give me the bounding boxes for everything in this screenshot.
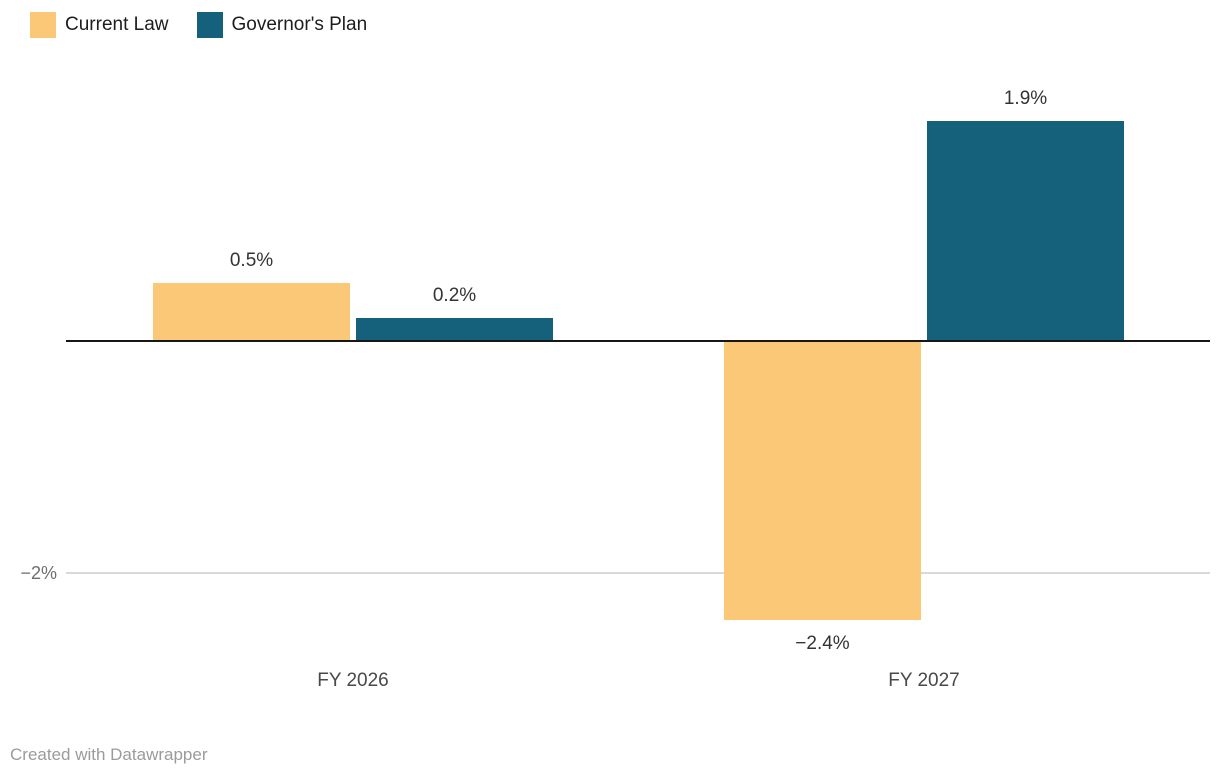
y-axis-tick-label: −2% xyxy=(20,563,57,583)
legend: Current Law Governor's Plan xyxy=(30,12,395,38)
bar-value-label: −2.4% xyxy=(795,633,850,655)
x-axis-category-label: FY 2026 xyxy=(317,670,389,691)
bar-value-label: 1.9% xyxy=(1003,87,1048,109)
legend-label-current-law: Current Law xyxy=(65,14,169,35)
bar-value-label: 0.5% xyxy=(229,250,274,271)
bar-current-law-fy-2027[interactable] xyxy=(724,342,921,621)
legend-item-governors-plan[interactable]: Governor's Plan xyxy=(196,12,368,38)
legend-item-current-law[interactable]: Current Law xyxy=(30,12,169,38)
bar-governor-s-plan-fy-2027[interactable] xyxy=(927,120,1124,341)
datawrapper-credit[interactable]: Created with Datawrapper xyxy=(10,745,208,764)
zero-baseline xyxy=(66,340,1210,342)
legend-label-governors-plan: Governor's Plan xyxy=(231,14,368,35)
x-axis-category-label: FY 2027 xyxy=(888,670,960,691)
legend-swatch-governors-plan xyxy=(196,12,223,38)
legend-swatch-current-law xyxy=(30,12,56,38)
y-gridline xyxy=(66,572,1210,574)
bar-value-label: 0.2% xyxy=(432,284,477,306)
bar-current-law-fy-2026[interactable] xyxy=(153,283,350,341)
bar-governor-s-plan-fy-2026[interactable] xyxy=(356,317,553,341)
